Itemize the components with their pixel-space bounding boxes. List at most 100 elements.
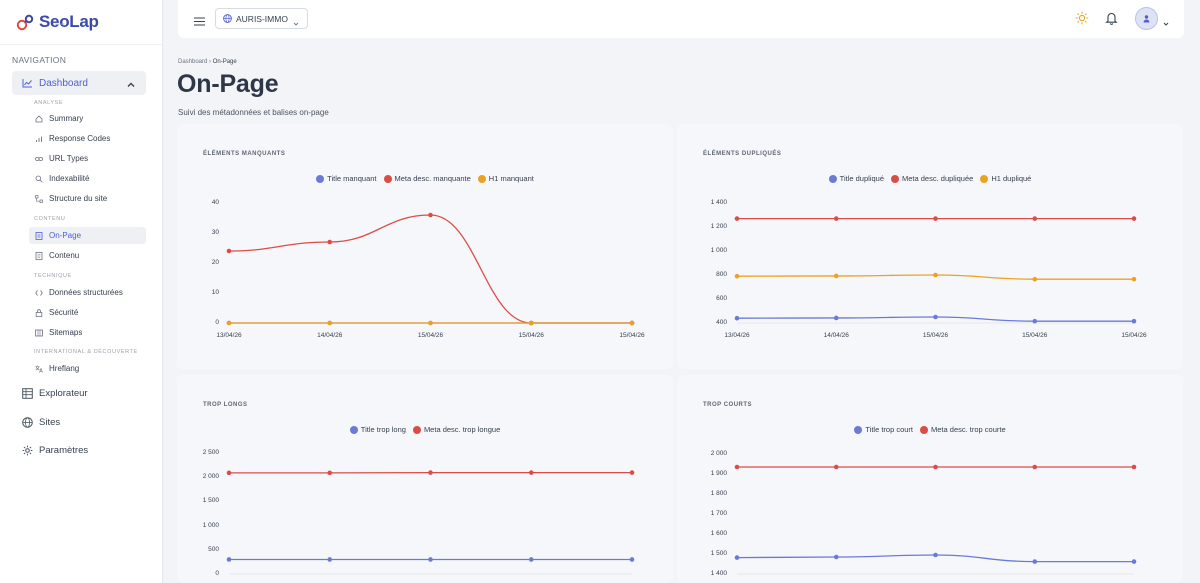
x-tick-label: 13/04/26 [216,332,242,339]
legend-item[interactable]: Meta desc. trop courte [920,425,1006,434]
hamburger-menu-icon[interactable] [194,13,205,31]
legend-marker [980,174,989,183]
legend-item[interactable]: Title trop long [349,425,406,434]
data-point[interactable] [428,320,433,326]
chart-legend: Title trop long Meta desc. trop longue [177,425,673,434]
data-point[interactable] [833,554,839,560]
y-tick-label: 2 000 [202,473,219,481]
x-tick-label: 15/04/26 [922,332,949,339]
sidebar-item-url-types[interactable]: URL Types [29,150,146,167]
data-point[interactable] [327,557,333,562]
data-point[interactable] [528,320,534,326]
sidebar-item-dashboard[interactable]: Dashboard [12,71,146,95]
legend-label: Meta desc. manquante [394,174,471,183]
avatar[interactable] [1135,7,1158,30]
sidebar-item-sites[interactable]: Sites [22,413,60,431]
legend-item[interactable]: Title manquant [316,174,377,183]
page-subtitle: Suivi des métadonnées et balises on-page [178,108,329,117]
logo[interactable]: SeoLap [16,10,99,34]
data-point[interactable] [528,470,534,475]
sidebar-item-contenu[interactable]: Contenu [29,247,146,264]
sidebar-item-parametres[interactable]: Paramètres [22,441,88,459]
site-selector[interactable]: AURIS-IMMO [215,8,308,29]
data-point[interactable] [833,216,839,221]
legend-item[interactable]: Meta desc. dupliquée [891,174,973,183]
data-point[interactable] [1131,276,1137,282]
data-point[interactable] [933,272,938,278]
sidebar-item-securite[interactable]: Sécurité [29,304,146,321]
legend-marker [477,174,486,183]
data-point[interactable] [428,557,433,562]
legend-item[interactable]: H1 dupliqué [980,174,1031,183]
sun-icon[interactable] [1075,11,1089,30]
legend-item[interactable]: Title dupliqué [828,174,884,183]
data-point[interactable] [1032,464,1038,470]
legend-item[interactable]: Meta desc. trop longue [412,425,500,434]
translate-icon [35,365,43,373]
legend-label: H1 dupliqué [991,174,1032,183]
data-point[interactable] [629,557,635,562]
data-point[interactable] [1032,216,1038,221]
data-point[interactable] [1131,216,1137,221]
data-point[interactable] [933,552,938,558]
legend-item[interactable]: Title trop court [854,425,913,434]
data-point[interactable] [734,216,740,221]
data-point[interactable] [226,557,232,562]
sidebar-item-hreflang[interactable]: Hreflang [29,360,146,377]
legend-label: H1 manquant [488,174,534,183]
data-point[interactable] [226,320,232,326]
data-point[interactable] [327,470,333,476]
chart-title: ÉLÉMENTS MANQUANTS [203,151,286,157]
data-point[interactable] [933,314,938,320]
data-point[interactable] [1032,559,1038,564]
data-point[interactable] [528,557,534,562]
data-point[interactable] [226,248,232,254]
sidebar-item-summary[interactable]: Summary [29,110,146,127]
data-point[interactable] [833,464,839,470]
data-point[interactable] [226,470,232,476]
data-point[interactable] [833,273,839,279]
data-point[interactable] [1131,559,1137,564]
data-point[interactable] [734,315,740,321]
breadcrumb-root[interactable]: Dashboard [178,59,208,65]
bar-chart-icon [35,135,43,143]
sidebar-item-explorateur[interactable]: Explorateur [22,384,88,402]
sidebar-item-structure[interactable]: Structure du site [29,190,146,207]
data-point[interactable] [327,239,333,245]
data-point[interactable] [629,320,635,326]
bell-icon[interactable] [1105,11,1118,30]
sidebar-item-label: Données structurées [49,288,123,297]
globe-icon [22,416,33,428]
sidebar-item-indexabilite[interactable]: Indexabilité [29,170,146,187]
data-point[interactable] [1032,276,1038,282]
data-point[interactable] [1131,464,1137,470]
data-point[interactable] [734,464,740,470]
data-point[interactable] [1032,318,1038,324]
sidebar-item-sitemaps[interactable]: Sitemaps [29,324,146,341]
data-point[interactable] [1131,318,1137,324]
sidebar-item-label: Dashboard [39,77,88,89]
data-point[interactable] [734,555,740,560]
data-point[interactable] [933,216,938,221]
sidebar-item-donnees-structurees[interactable]: Données structurées [29,284,146,301]
data-point[interactable] [327,320,333,326]
y-tick-label: 0 [215,570,219,577]
legend-item[interactable]: H1 manquant [477,174,534,183]
chevron-up-icon[interactable] [126,77,136,95]
data-point[interactable] [428,470,433,475]
data-point[interactable] [833,315,839,321]
table-icon [22,387,33,399]
sidebar-item-label: Contenu [49,251,80,260]
sidebar-item-response-codes[interactable]: Response Codes [29,130,146,147]
data-point[interactable] [933,464,938,470]
chevron-down-icon[interactable] [1162,15,1170,33]
data-point[interactable] [629,470,635,475]
chart-plot [226,212,635,326]
data-point[interactable] [428,212,433,218]
sidebar-item-onpage[interactable]: On-Page [29,227,146,244]
file-text-icon [35,251,43,260]
data-point[interactable] [734,273,740,279]
logo-icon [16,14,34,31]
topbar: AURIS-IMMO [178,0,1184,38]
legend-item[interactable]: Meta desc. manquante [383,174,471,183]
